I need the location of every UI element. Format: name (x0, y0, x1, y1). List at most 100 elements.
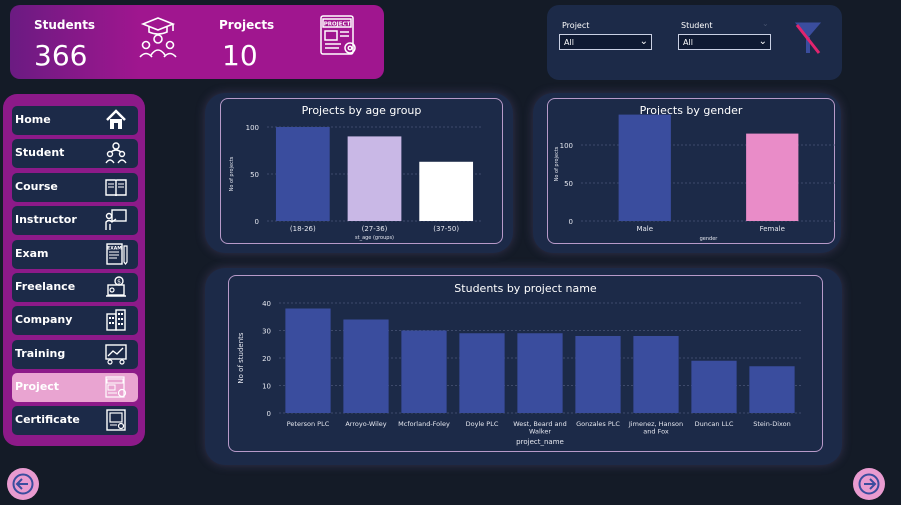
student-filter-select[interactable]: All ⌄ (678, 34, 771, 50)
projects-kpi-value: 10 (222, 39, 258, 72)
student-filter-expand-icon[interactable]: ⌄ (762, 19, 769, 28)
x-tick-label: Peterson PLC (287, 420, 330, 428)
graduation-students-icon (139, 17, 177, 58)
sidebar-item-course[interactable]: Course (12, 173, 138, 202)
y-tick-label: 0 (267, 410, 271, 418)
sidebar-item-project[interactable]: Project (12, 373, 138, 402)
y-tick-label: 40 (262, 300, 271, 308)
project-filter-select[interactable]: All ⌄ (559, 34, 652, 50)
sidebar-item-label: Exam (15, 247, 49, 260)
sidebar-item-student[interactable]: Student (12, 139, 138, 168)
students-icon (105, 142, 127, 164)
sidebar-item-home[interactable]: Home (12, 106, 138, 135)
y-tick-label: 100 (560, 142, 573, 150)
exam-icon: EXAM (106, 243, 128, 265)
sidebar-item-label: Home (15, 113, 51, 126)
y-tick-label: 50 (250, 171, 259, 179)
project-document-icon: PROJECT (320, 15, 356, 55)
x-tick-label: Female (760, 225, 785, 233)
bar-8[interactable] (749, 366, 795, 413)
bar-7[interactable] (691, 360, 737, 413)
bar-5[interactable] (575, 336, 621, 413)
filter-panel: Project All ⌄ Student ⌄ All ⌄ (547, 5, 842, 80)
gender-chart-panel: Projects by gender 0 50 100 Male Female gende… (547, 98, 836, 244)
bar-0[interactable] (275, 127, 330, 221)
bar-1[interactable] (347, 136, 402, 221)
x-tick-label: Stein-Dixon (753, 420, 791, 428)
age-chart-panel: Projects by age group 0 50 100 (18-26) (27-3… (220, 98, 503, 244)
project-icon-text: PROJECT (324, 22, 351, 28)
y-tick-label: 0 (255, 218, 259, 226)
bar-6[interactable] (633, 336, 679, 413)
exam-icon-text: EXAM (107, 246, 122, 252)
sidebar-item-label: Certificate (15, 413, 80, 426)
x-axis-label: st_age (groups) (355, 235, 394, 241)
clear-filters-icon[interactable] (793, 19, 823, 59)
x-axis-label: project_name (516, 438, 564, 446)
bar-0[interactable] (618, 114, 671, 221)
sidebar-item-label: Company (15, 313, 73, 326)
x-tick-label: Duncan LLC (695, 420, 734, 428)
x-tick-label: Male (636, 225, 653, 233)
gender-chart: 0 50 100 Male Female gender No of projects (554, 114, 836, 242)
students-kpi-label: Students (34, 18, 96, 32)
x-tick-label: Arroyo-Wiley (345, 420, 386, 428)
bar-1[interactable] (343, 319, 389, 414)
y-axis-label: No of students (237, 332, 245, 383)
bar-1[interactable] (746, 133, 799, 221)
project-chart-panel: Students by project name 0 10 20 30 40 Peters… (228, 275, 823, 452)
home-icon (106, 109, 126, 129)
age-chart-title: Projects by age group (301, 104, 422, 117)
bar-2[interactable] (401, 330, 447, 414)
bar-3[interactable] (459, 333, 505, 413)
bar-0[interactable] (285, 308, 331, 414)
sidebar-item-label: Instructor (15, 213, 77, 226)
sidebar-item-training[interactable]: Training (12, 340, 138, 369)
company-icon (106, 309, 126, 331)
kpi-card: Students 366 Projects 10 PROJECT (10, 5, 384, 79)
x-tick-label: Doyle PLC (466, 420, 499, 428)
project-filter-label: Project (562, 21, 590, 30)
x-tick-label: (18-26) (290, 225, 316, 233)
certificate-icon (106, 409, 126, 431)
sidebar-item-label: Student (15, 146, 65, 159)
svg-text:$: $ (117, 279, 121, 286)
x-tick-label: Gonzales PLC (576, 420, 620, 428)
students-kpi-value: 366 (34, 39, 88, 72)
sidebar-item-label: Freelance (15, 280, 76, 293)
sidebar-item-certificate[interactable]: Certificate (12, 406, 138, 435)
sidebar-item-company[interactable]: Company (12, 306, 138, 335)
x-tick-label: (37-50) (433, 225, 459, 233)
sidebar-item-instructor[interactable]: Instructor (12, 206, 138, 235)
sidebar-item-exam[interactable]: Exam EXAM (12, 240, 138, 269)
instructor-icon (105, 209, 127, 230)
y-axis-label: No of projects (229, 156, 235, 191)
bar-4[interactable] (517, 333, 563, 413)
age-chart: 0 50 100 (18-26) (27-36) (37-50) st_age (group… (229, 124, 482, 241)
y-tick-label: 30 (262, 328, 271, 336)
project-chart: 0 10 20 30 40 Peterson PLC Arroyo-Wiley Mcforla… (237, 300, 801, 446)
y-tick-label: 10 (262, 383, 271, 391)
arrow-left-icon (12, 473, 34, 495)
student-filter-label: Student (681, 21, 713, 30)
course-icon (105, 179, 127, 197)
x-tick-label: Mcforland-Foley (398, 420, 450, 428)
x-tick-label: (27-36) (362, 225, 388, 233)
bar-2[interactable] (419, 161, 474, 221)
sidebar-nav: Home Student Course Instructor Exam EXAM Freel… (3, 94, 145, 446)
y-tick-label: 100 (246, 124, 259, 132)
previous-page-button[interactable] (7, 468, 39, 500)
next-page-button[interactable] (853, 468, 885, 500)
chevron-down-icon: ⌄ (758, 36, 767, 47)
sidebar-item-freelance[interactable]: Freelance $ (12, 273, 138, 302)
y-tick-label: 50 (564, 180, 573, 188)
project-filter-value: All (564, 38, 574, 47)
gender-chart-title: Projects by gender (639, 104, 743, 117)
sidebar-item-label: Training (15, 347, 66, 360)
freelance-icon: $ (106, 276, 126, 297)
project-chart-title: Students by project name (454, 282, 597, 295)
sidebar-item-label: Project (15, 380, 60, 393)
projects-kpi-label: Projects (219, 18, 275, 32)
y-tick-label: 20 (262, 355, 271, 363)
sidebar-item-label: Course (15, 180, 58, 193)
